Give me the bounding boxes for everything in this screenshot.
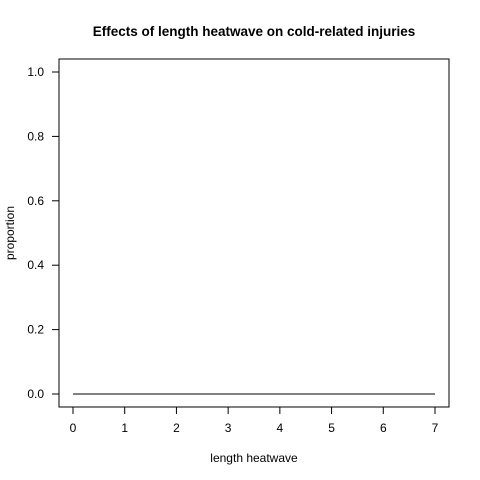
x-tick-label: 7 <box>432 421 439 435</box>
y-tick-label: 1.0 <box>27 65 44 79</box>
x-tick-label: 4 <box>277 421 284 435</box>
plot-frame <box>58 58 450 408</box>
y-axis-ticks: 0.0 0.2 0.4 0.6 0.8 1.0 <box>27 65 59 401</box>
chart-title: Effects of length heatwave on cold-relat… <box>93 24 416 39</box>
y-tick-label: 0.2 <box>27 323 44 337</box>
x-tick-label: 2 <box>173 421 180 435</box>
y-tick-label: 0.0 <box>27 387 44 401</box>
y-axis-label: proportion <box>3 206 17 260</box>
x-axis-label: length heatwave <box>210 451 298 465</box>
y-tick-label: 0.8 <box>27 129 44 143</box>
x-tick-label: 3 <box>225 421 232 435</box>
x-tick-label: 1 <box>121 421 128 435</box>
y-tick-label: 0.4 <box>27 258 44 272</box>
x-tick-label: 6 <box>380 421 387 435</box>
y-tick-label: 0.6 <box>27 194 44 208</box>
x-tick-label: 5 <box>328 421 335 435</box>
x-axis-ticks: 0 1 2 3 4 5 6 7 <box>70 407 439 435</box>
x-tick-label: 0 <box>70 421 77 435</box>
